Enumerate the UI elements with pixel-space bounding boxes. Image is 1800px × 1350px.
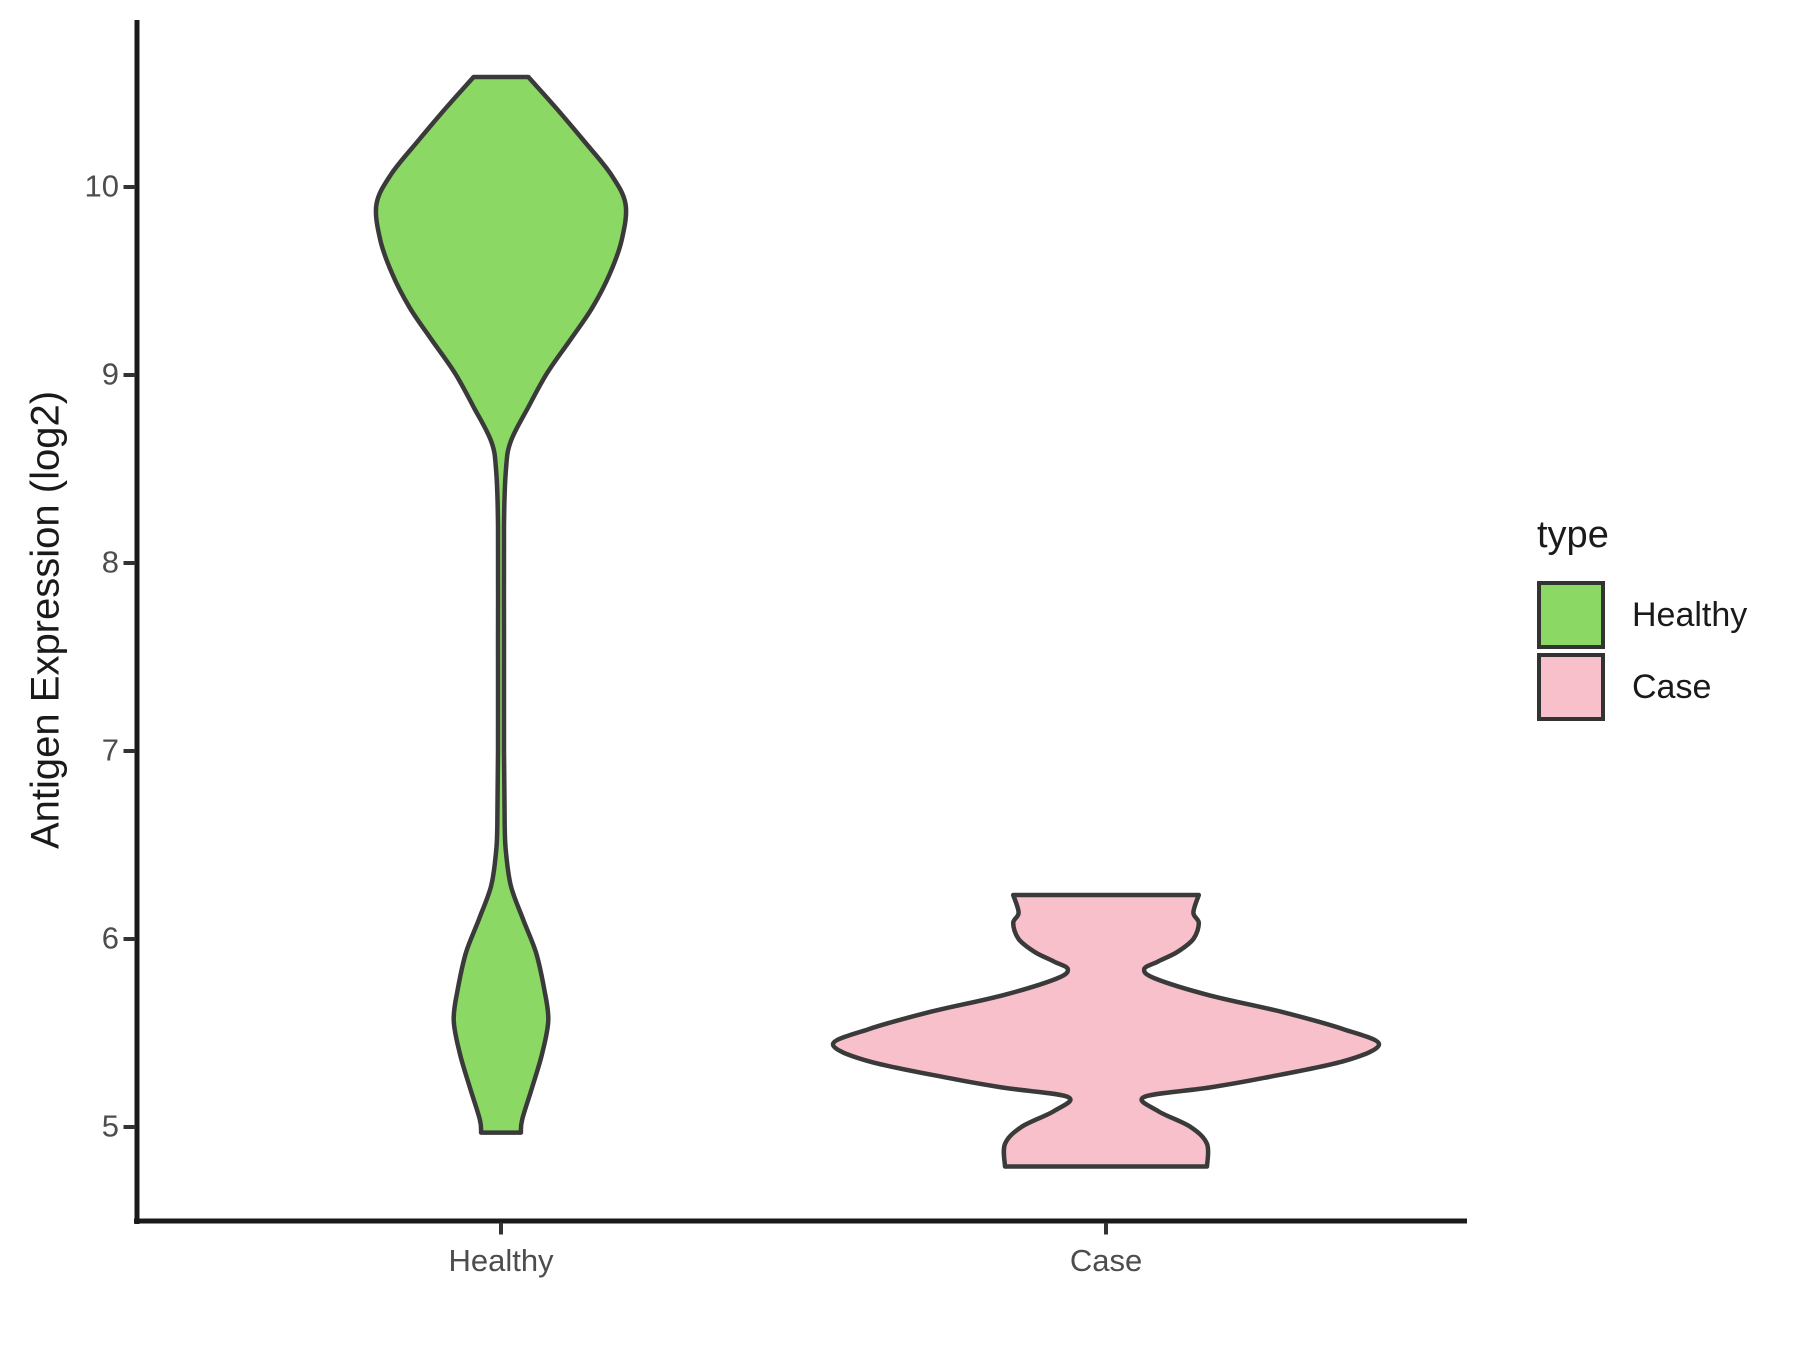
y-tick-label: 7: [101, 732, 119, 768]
legend-key-healthy: [1537, 581, 1605, 649]
x-tick-label-healthy: Healthy: [448, 1243, 554, 1278]
y-axis-title: Antigen Expression (log2): [23, 390, 68, 850]
violin-case: [830, 892, 1382, 1169]
legend-item-healthy: Healthy: [1537, 581, 1747, 649]
y-tick-label: 5: [101, 1108, 119, 1144]
y-tick-label: 9: [101, 356, 119, 392]
x-tick-label-case: Case: [1069, 1243, 1143, 1278]
legend-label-healthy: Healthy: [1632, 595, 1748, 634]
legend: type Healthy Case: [1537, 514, 1747, 725]
legend-items: Healthy Case: [1537, 581, 1747, 721]
y-tick-label: 10: [84, 168, 119, 204]
legend-key-case: [1537, 653, 1605, 721]
violin-healthy: [373, 74, 629, 1135]
y-tick-label: 6: [101, 920, 119, 956]
legend-label-case: Case: [1632, 667, 1712, 706]
legend-item-case: Case: [1537, 653, 1747, 721]
legend-title: type: [1537, 514, 1609, 556]
y-tick-label: 8: [101, 544, 119, 580]
